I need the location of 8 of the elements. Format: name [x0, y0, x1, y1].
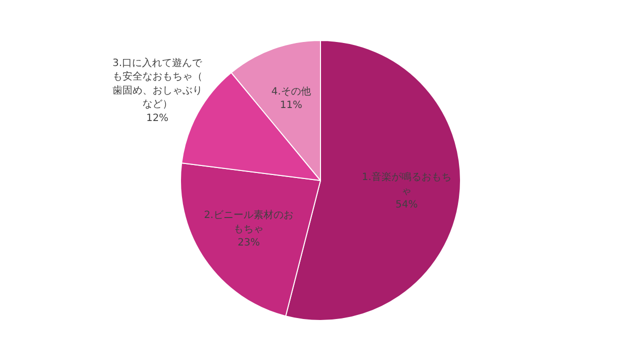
data-label: 12% — [146, 112, 168, 124]
data-label: 11% — [280, 100, 302, 112]
slice-label: 2.ビニール素材のおもちゃ — [204, 209, 294, 235]
slice-label: 4.その他 — [271, 85, 311, 98]
slice-label: 3.口に入れて遊んでも安全なおもちゃ（歯固め、おしゃぶりなど） — [112, 56, 204, 110]
slice-label: 1.音楽が鳴るおもちゃ — [362, 171, 452, 197]
data-label: 23% — [238, 238, 260, 249]
data-label: 54% — [396, 200, 418, 211]
